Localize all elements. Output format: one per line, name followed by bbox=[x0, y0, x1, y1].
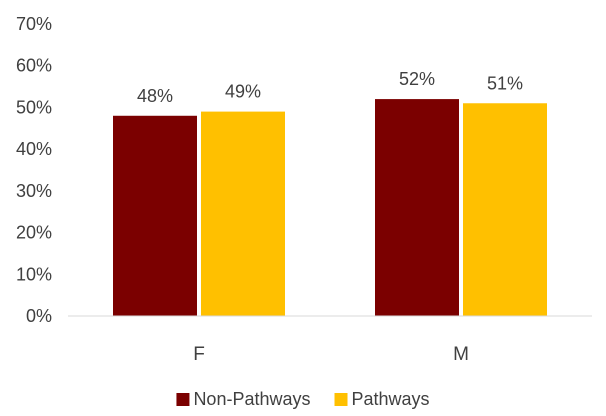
y-tick-label: 0% bbox=[26, 306, 52, 326]
bar-non-pathways-m bbox=[375, 99, 459, 316]
data-labels: 48% 49% 52% 51% bbox=[137, 69, 523, 106]
bars bbox=[113, 99, 547, 317]
y-tick-label: 20% bbox=[16, 223, 52, 243]
bar-non-pathways-f bbox=[113, 115, 197, 317]
data-label: 49% bbox=[225, 82, 261, 102]
data-label: 51% bbox=[487, 73, 523, 93]
y-tick-label: 60% bbox=[16, 56, 52, 76]
legend-item-non-pathways: Non-Pathways bbox=[176, 389, 311, 409]
x-category-label: M bbox=[453, 344, 469, 365]
data-label: 52% bbox=[399, 69, 435, 89]
x-category-label: F bbox=[193, 344, 205, 365]
y-tick-label: 40% bbox=[16, 139, 52, 159]
legend-label: Non-Pathways bbox=[193, 389, 310, 409]
y-tick-label: 30% bbox=[16, 181, 52, 201]
y-axis: 0% 10% 20% 30% 40% 50% 60% 70% bbox=[16, 14, 52, 326]
legend-label: Pathways bbox=[352, 389, 430, 409]
legend: Non-Pathways Pathways bbox=[176, 389, 430, 409]
legend-swatch bbox=[176, 393, 190, 406]
data-label: 48% bbox=[137, 86, 173, 106]
y-tick-label: 50% bbox=[16, 97, 52, 117]
bar-pathways-m bbox=[463, 103, 547, 316]
bar-pathways-f bbox=[201, 111, 285, 316]
y-tick-label: 70% bbox=[16, 14, 52, 34]
y-tick-label: 10% bbox=[16, 264, 52, 284]
legend-item-pathways: Pathways bbox=[334, 389, 430, 409]
legend-swatch bbox=[334, 393, 348, 406]
